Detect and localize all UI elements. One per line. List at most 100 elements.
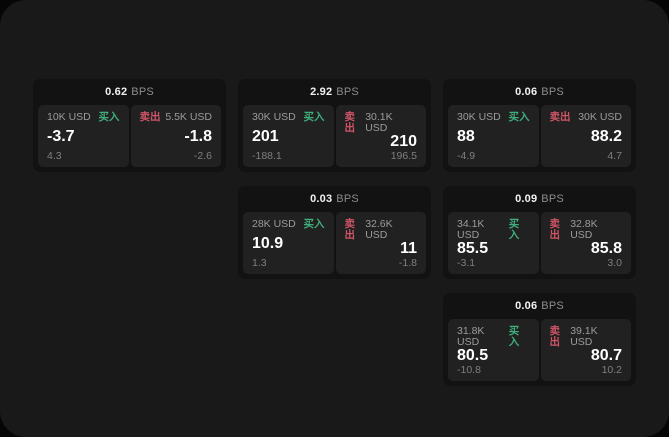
buy-panel[interactable]: 30K USD 买入 201 -188.1 [243,105,334,167]
sell-panel-top: 卖出 30K USD [550,112,623,123]
bps-header: 0.06 BPS [448,293,631,319]
quote-panels: 30K USD 买入 201 -188.1 卖出 30.1K USD 210 1… [243,105,426,167]
buy-change: -188.1 [252,149,282,162]
sell-panel[interactable]: 卖出 32.8K USD 85.8 3.0 [540,212,631,274]
buy-tag: 买入 [508,111,530,123]
sell-panel[interactable]: 卖出 39.1K USD 80.7 10.2 [540,319,631,381]
bps-value: 0.06 [515,86,538,98]
quote-card: 2.92 BPS 30K USD 买入 201 -188.1 卖出 30.1K … [238,79,431,172]
buy-change: 4.3 [47,149,62,162]
buy-size-label: 10K USD [47,111,91,123]
buy-panel[interactable]: 28K USD 买入 10.9 1.3 [243,212,334,274]
buy-price: 88 [457,127,475,145]
sell-change: 4.7 [607,149,622,162]
sell-panel-top: 卖出 32.8K USD [550,219,623,240]
buy-size-label: 30K USD [252,111,296,123]
bps-value: 0.06 [515,300,538,312]
sell-change: 3.0 [607,256,622,269]
sell-panel[interactable]: 卖出 5.5K USD -1.8 -2.6 [130,105,221,167]
sell-price: -1.8 [184,127,212,145]
sell-tag: 卖出 [549,325,561,348]
sell-tag: 卖出 [549,111,571,123]
sell-size-label: 32.6K USD [365,218,393,241]
buy-change: 1.3 [252,256,267,269]
bps-unit-label: BPS [541,193,564,205]
sell-price: 11 [400,239,417,257]
bps-unit-label: BPS [541,300,564,312]
sell-panel-top: 卖出 32.6K USD [345,219,418,240]
buy-panel-top: 30K USD 买入 [252,112,325,123]
sell-size-label: 39.1K USD [570,325,598,348]
sell-panel-top: 卖出 30.1K USD [345,112,418,133]
buy-price: 85.5 [457,239,489,257]
bps-header: 0.03 BPS [243,186,426,212]
sell-tag: 卖出 [139,111,161,123]
sell-panel-top: 卖出 5.5K USD [140,112,213,123]
buy-size-label: 30K USD [457,111,501,123]
sell-price: 80.7 [590,346,622,364]
sell-tag: 卖出 [549,218,561,241]
quote-card: 0.06 BPS 31.8K USD 买入 80.5 -10.8 卖出 39.1… [443,293,636,386]
sell-tag: 卖出 [344,111,356,134]
quote-panels: 10K USD 买入 -3.7 4.3 卖出 5.5K USD -1.8 -2.… [38,105,221,167]
bps-value: 0.03 [310,193,333,205]
buy-size-label: 28K USD [252,218,296,230]
quote-panels: 30K USD 买入 88 -4.9 卖出 30K USD 88.2 4.7 [448,105,631,167]
sell-size-label: 32.8K USD [570,218,598,241]
buy-price: -3.7 [47,127,75,145]
bps-header: 2.92 BPS [243,79,426,105]
bps-unit-label: BPS [336,86,359,98]
buy-panel-top: 28K USD 买入 [252,219,325,230]
sell-change: 10.2 [601,363,622,376]
bps-unit-label: BPS [336,193,359,205]
quote-panels: 31.8K USD 买入 80.5 -10.8 卖出 39.1K USD 80.… [448,319,631,381]
quote-card: 0.09 BPS 34.1K USD 买入 85.5 -3.1 卖出 32.8K… [443,186,636,279]
sell-size-label: 5.5K USD [165,111,212,123]
buy-size-label: 31.8K USD [457,325,485,348]
bps-value: 0.09 [515,193,538,205]
buy-panel[interactable]: 34.1K USD 买入 85.5 -3.1 [448,212,539,274]
buy-panel[interactable]: 30K USD 买入 88 -4.9 [448,105,539,167]
bps-unit-label: BPS [131,86,154,98]
bps-header: 0.09 BPS [448,186,631,212]
bps-unit-label: BPS [541,86,564,98]
buy-tag: 买入 [508,325,520,348]
buy-panel-top: 31.8K USD 买入 [457,326,530,347]
buy-change: -4.9 [457,149,476,162]
sell-price: 85.8 [590,239,622,257]
buy-tag: 买入 [98,111,120,123]
sell-change: 196.5 [390,149,417,162]
buy-tag: 买入 [303,111,325,123]
quote-card: 0.62 BPS 10K USD 买入 -3.7 4.3 卖出 5.5K USD… [33,79,226,172]
buy-change: -10.8 [457,363,481,376]
buy-panel[interactable]: 31.8K USD 买入 80.5 -10.8 [448,319,539,381]
sell-price: 210 [390,132,417,150]
buy-size-label: 34.1K USD [457,218,485,241]
quote-card: 0.03 BPS 28K USD 买入 10.9 1.3 卖出 32.6K US… [238,186,431,279]
buy-panel-top: 10K USD 买入 [47,112,120,123]
buy-price: 80.5 [457,346,489,364]
buy-change: -3.1 [457,256,476,269]
buy-tag: 买入 [508,218,520,241]
buy-price: 201 [252,127,279,145]
buy-panel-top: 30K USD 买入 [457,112,530,123]
sell-price: 88.2 [590,127,622,145]
bps-value: 2.92 [310,86,333,98]
buy-tag: 买入 [303,218,325,230]
buy-panel[interactable]: 10K USD 买入 -3.7 4.3 [38,105,129,167]
bps-value: 0.62 [105,86,128,98]
sell-size-label: 30K USD [578,111,622,123]
sell-size-label: 30.1K USD [365,111,393,134]
buy-panel-top: 34.1K USD 买入 [457,219,530,240]
sell-panel[interactable]: 卖出 32.6K USD 11 -1.8 [335,212,426,274]
sell-panel[interactable]: 卖出 30.1K USD 210 196.5 [335,105,426,167]
quote-card: 0.06 BPS 30K USD 买入 88 -4.9 卖出 30K USD 8… [443,79,636,172]
bps-header: 0.62 BPS [38,79,221,105]
sell-panel[interactable]: 卖出 30K USD 88.2 4.7 [540,105,631,167]
quote-panels: 34.1K USD 买入 85.5 -3.1 卖出 32.8K USD 85.8… [448,212,631,274]
buy-price: 10.9 [252,234,284,252]
quote-panels: 28K USD 买入 10.9 1.3 卖出 32.6K USD 11 -1.8 [243,212,426,274]
sell-panel-top: 卖出 39.1K USD [550,326,623,347]
sell-change: -2.6 [193,149,212,162]
